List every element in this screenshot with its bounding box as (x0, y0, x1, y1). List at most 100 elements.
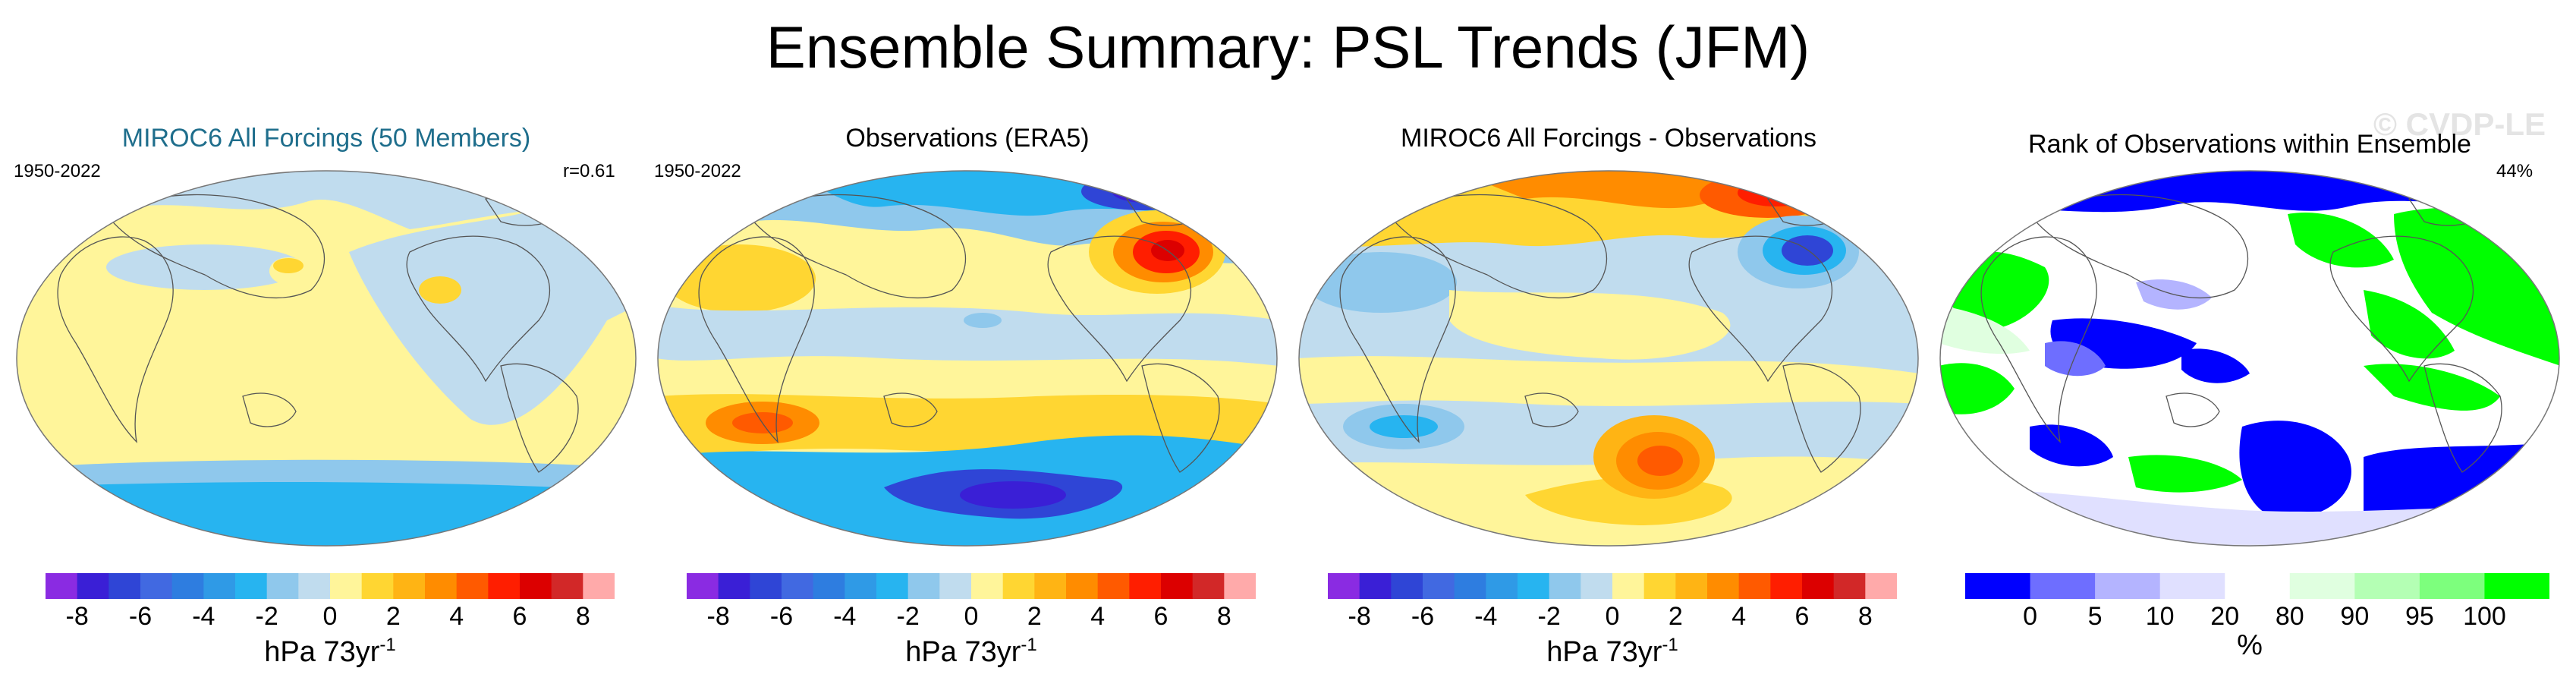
trend-colorbar-swatch (813, 573, 845, 599)
colorbar-tick-label: -6 (128, 602, 153, 631)
trend-colorbar-swatch (750, 573, 782, 599)
trend-colorbar-swatch (1129, 573, 1162, 599)
colorbar-tick-label: 8 (1857, 602, 1873, 631)
colorbar-tick-label: 8 (1216, 602, 1231, 631)
rank-colorbar-swatch (2289, 573, 2355, 599)
rank-colorbar (1965, 573, 2549, 599)
trend-colorbar-swatch (1486, 573, 1518, 599)
trend-colorbar-swatch (456, 573, 489, 599)
trend-colorbar-swatch (1359, 573, 1392, 599)
trend-colorbar-swatch (845, 573, 877, 599)
panel-4-map (1939, 170, 2560, 547)
trend-colorbar-swatch (1549, 573, 1581, 599)
trend-colorbar-swatch (1581, 573, 1613, 599)
colorbar-tick-label: 2 (1668, 602, 1683, 631)
watermark: © CVDP-LE (2373, 106, 2546, 142)
trend-colorbar-swatch (140, 573, 173, 599)
rank-colorbar-swatch (2159, 573, 2225, 599)
panel-4-percent: 44% (2496, 161, 2534, 181)
trend-colorbar-swatch (1034, 573, 1067, 599)
panel-2-map (657, 170, 1278, 547)
trend-colorbar-swatch (393, 573, 426, 599)
panel-1-correlation: r=0.61 (563, 161, 615, 181)
panel-4-title: Rank of Observations within Ensemble (2028, 130, 2471, 159)
colorbar-tick-label: -2 (255, 602, 278, 631)
trend-colorbar-swatch (876, 573, 909, 599)
rank-colorbar-swatch (1965, 573, 2031, 599)
panel-3-title: MIROC6 All Forcings - Observations (1401, 124, 1816, 153)
panel-1-map (16, 170, 637, 547)
colorbar-tick-label: -8 (706, 602, 730, 631)
rank-units: % (2237, 629, 2263, 661)
panel-3-map (1298, 170, 1919, 547)
colorbar-tick-label: 2 (385, 602, 401, 631)
trend-colorbar-swatch (1770, 573, 1803, 599)
trend-colorbar-swatch (203, 573, 236, 599)
colorbar-tick-label: 6 (1794, 602, 1810, 631)
colorbar-tick-label: 0 (322, 602, 338, 631)
trend-colorbar-swatch (1675, 573, 1708, 599)
colorbar-tick-label: 2 (1027, 602, 1042, 631)
trend-colorbar-swatch (907, 573, 940, 599)
trend-colorbar-swatch (939, 573, 972, 599)
trend-colorbar-swatch (425, 573, 458, 599)
rank-colorbar-swatch (2354, 573, 2420, 599)
trend-colorbar-swatch (1833, 573, 1866, 599)
trend-colorbar-swatch (266, 573, 299, 599)
rank-colorbar-swatch (2419, 573, 2485, 599)
trend-colorbar-swatch (1643, 573, 1676, 599)
trend-colorbar-swatch (1391, 573, 1423, 599)
panel-1-title: MIROC6 All Forcings (50 Members) (121, 124, 531, 153)
colorbar-tick-label: 6 (512, 602, 527, 631)
trend-colorbar-swatch (1002, 573, 1035, 599)
trend-colorbar-swatch (583, 573, 615, 599)
rank-colorbar-swatch (2225, 573, 2291, 599)
panel-1-units: hPa 73yr-1 (264, 635, 396, 668)
colorbar-tick-label: 100 (2463, 602, 2506, 631)
colorbar-tick-label: 4 (1090, 602, 1106, 631)
colorbar-tick-label: -6 (1411, 602, 1435, 631)
rank-colorbar-swatch (2030, 573, 2096, 599)
colorbar-tick-label: 95 (2405, 602, 2434, 631)
trend-colorbar-swatch (1518, 573, 1550, 599)
colorbar-tick-label: 5 (2087, 602, 2103, 631)
colorbar-tick-label: 6 (1153, 602, 1168, 631)
colorbar-tick-label: -2 (1537, 602, 1561, 631)
trend-colorbar-swatch (361, 573, 394, 599)
trend-colorbar-swatch (1161, 573, 1194, 599)
colorbar-tick-label: 4 (449, 602, 464, 631)
trend-colorbar-swatch (1224, 573, 1256, 599)
trend-colorbar-swatch (551, 573, 583, 599)
colorbar-tick-label: 0 (1605, 602, 1620, 631)
colorbar-tick-label: -4 (192, 602, 215, 631)
rank-colorbar-swatch (2095, 573, 2161, 599)
panel-2-colorbar (687, 573, 1256, 599)
colorbar-tick-label: -8 (1348, 602, 1371, 631)
trend-colorbar-swatch (330, 573, 363, 599)
trend-colorbar-swatch (1865, 573, 1897, 599)
trend-colorbar-swatch (782, 573, 814, 599)
rank-colorbar-swatch (2484, 573, 2549, 599)
panel-3-units: hPa 73yr-1 (1546, 635, 1678, 668)
trend-colorbar-swatch (46, 573, 78, 599)
figure-title: Ensemble Summary: PSL Trends (JFM) (766, 14, 1810, 80)
panel-1-colorbar (46, 573, 615, 599)
trend-colorbar-swatch (235, 573, 268, 599)
trend-colorbar-swatch (971, 573, 1004, 599)
colorbar-tick-label: -2 (896, 602, 920, 631)
colorbar-tick-label: 0 (964, 602, 979, 631)
panel-1-years: 1950-2022 (14, 161, 101, 181)
panel-2-years: 1950-2022 (654, 161, 741, 181)
colorbar-tick-label: 20 (2210, 602, 2240, 631)
trend-colorbar-swatch (687, 573, 719, 599)
trend-colorbar-swatch (718, 573, 750, 599)
colorbar-tick-label: -4 (1474, 602, 1498, 631)
trend-colorbar-swatch (1192, 573, 1225, 599)
colorbar-tick-label: 90 (2340, 602, 2370, 631)
colorbar-tick-label: 80 (2275, 602, 2304, 631)
trend-colorbar-swatch (171, 573, 204, 599)
colorbar-tick-label: 10 (2145, 602, 2175, 631)
colorbar-tick-label: -8 (65, 602, 89, 631)
trend-colorbar-swatch (1738, 573, 1771, 599)
colorbar-tick-label: -4 (833, 602, 857, 631)
